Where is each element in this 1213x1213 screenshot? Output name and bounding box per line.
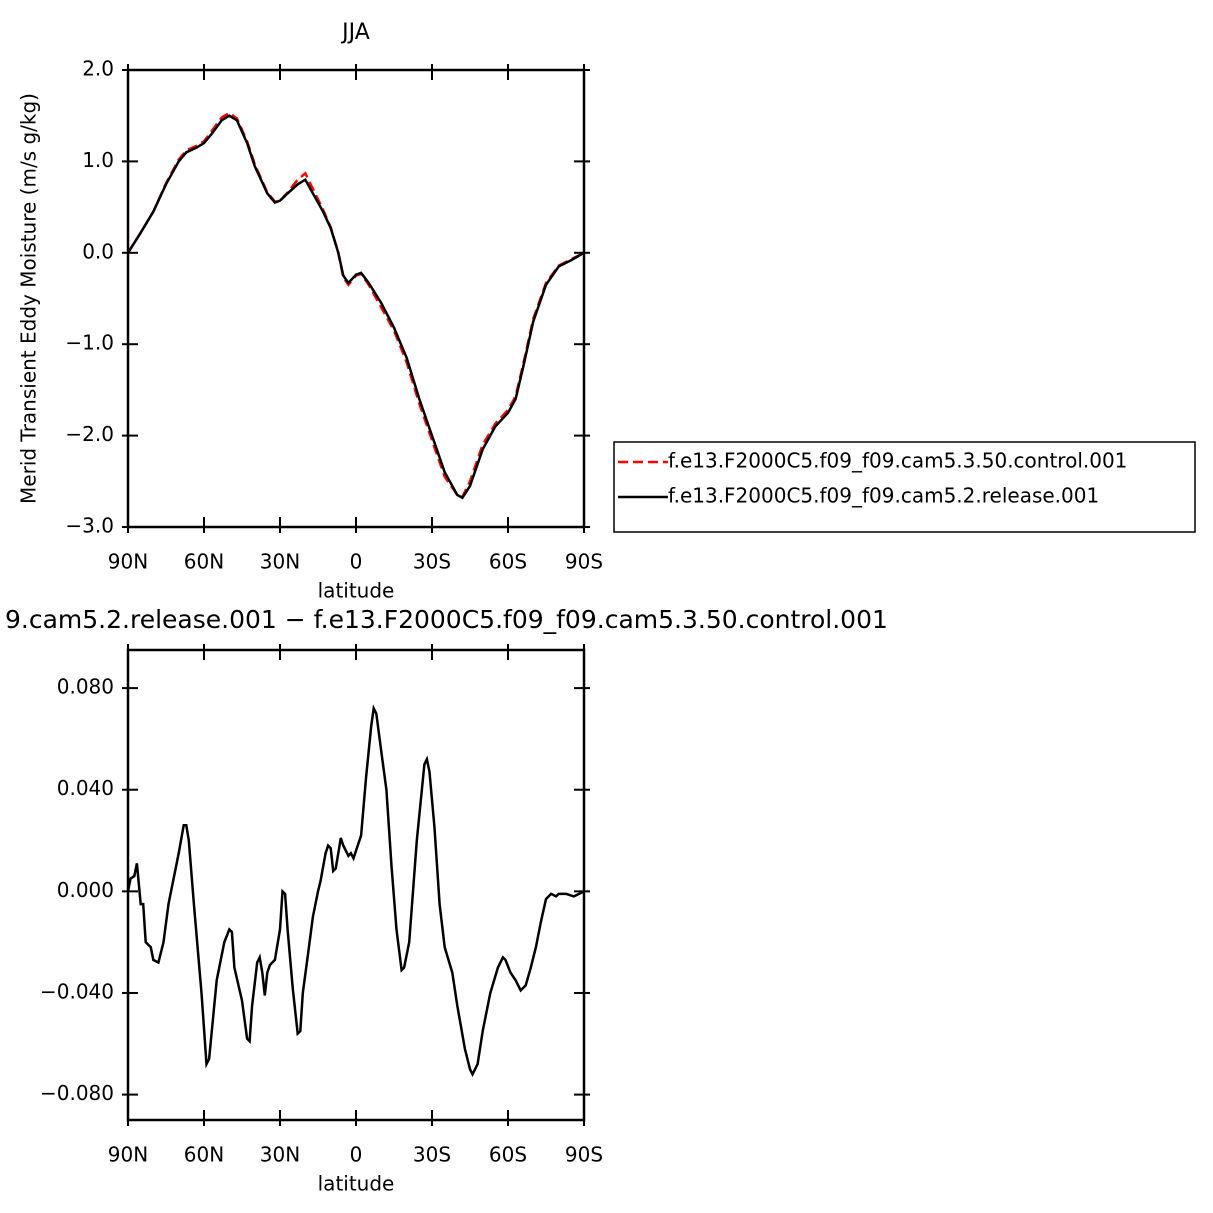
x-tick-label: 30N bbox=[260, 1143, 300, 1167]
x-tick-label: 0 bbox=[350, 550, 363, 574]
legend-box bbox=[613, 441, 1196, 533]
x-axis-label: latitude bbox=[318, 579, 395, 603]
data-line bbox=[126, 114, 585, 500]
plot-frame bbox=[126, 648, 586, 1122]
x-tick-label: 60N bbox=[184, 1143, 224, 1167]
x-tick-label: 60S bbox=[489, 1143, 527, 1167]
x-tick-label: 90S bbox=[565, 1143, 603, 1167]
plot-frame bbox=[126, 68, 586, 529]
x-axis-label: latitude bbox=[318, 1172, 395, 1196]
x-tick-label: 30S bbox=[413, 1143, 451, 1167]
y-tick-label: 1.0 bbox=[82, 148, 114, 172]
x-tick-label: 0 bbox=[350, 1143, 363, 1167]
y-tick-label: 0.040 bbox=[57, 776, 114, 800]
y-tick-label: 0.080 bbox=[57, 675, 114, 699]
data-line bbox=[126, 111, 585, 499]
x-tick-label: 90N bbox=[108, 550, 148, 574]
x-tick-label: 60S bbox=[489, 550, 527, 574]
x-tick-label: 30N bbox=[260, 550, 300, 574]
y-tick-label: 0.0 bbox=[82, 239, 114, 263]
y-tick-label: −3.0 bbox=[65, 514, 114, 538]
legend-label: f.e13.F2000C5.f09_f09.cam5.3.50.control.… bbox=[668, 449, 1127, 473]
chart-title: 9.cam5.2.release.001 − f.e13.F2000C5.f09… bbox=[5, 605, 888, 634]
legend-label: f.e13.F2000C5.f09_f09.cam5.2.release.001 bbox=[668, 484, 1099, 508]
x-tick-label: 90N bbox=[108, 1143, 148, 1167]
y-tick-label: −0.080 bbox=[40, 1081, 114, 1105]
y-tick-label: −1.0 bbox=[65, 331, 114, 355]
y-axis-label: Merid Transient Eddy Moisture (m/s g/kg) bbox=[17, 93, 41, 504]
y-tick-label: −0.040 bbox=[40, 979, 114, 1003]
chart-title: JJA bbox=[340, 20, 370, 45]
x-tick-label: 90S bbox=[565, 550, 603, 574]
y-tick-label: 0.000 bbox=[57, 878, 114, 902]
y-tick-label: 2.0 bbox=[82, 57, 114, 81]
data-line bbox=[126, 704, 585, 1078]
x-tick-label: 30S bbox=[413, 550, 451, 574]
y-tick-label: −2.0 bbox=[65, 422, 114, 446]
x-tick-label: 60N bbox=[184, 550, 224, 574]
